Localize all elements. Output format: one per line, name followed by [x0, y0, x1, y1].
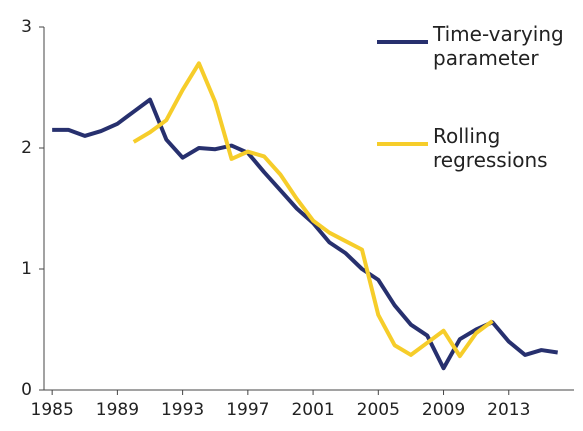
series-line: [52, 97, 558, 371]
y-tick-label: 2: [21, 138, 32, 158]
x-tick-label: 1997: [226, 400, 269, 420]
legend-label: Rolling regressions: [433, 124, 548, 172]
legend-label: Time-varying parameter: [433, 22, 564, 70]
y-tick-label: 3: [21, 17, 32, 37]
x-tick-label: 1985: [31, 400, 74, 420]
series-line: [132, 61, 494, 359]
x-tick-label: 2001: [291, 400, 334, 420]
y-tick-label: 0: [21, 380, 32, 400]
x-tick-label: 1993: [161, 400, 204, 420]
x-tick-label: 2009: [422, 400, 465, 420]
y-tick-label: 1: [21, 259, 32, 279]
x-tick-label: 2005: [357, 400, 400, 420]
x-tick-label: 2013: [487, 400, 530, 420]
x-tick-label: 1989: [96, 400, 139, 420]
